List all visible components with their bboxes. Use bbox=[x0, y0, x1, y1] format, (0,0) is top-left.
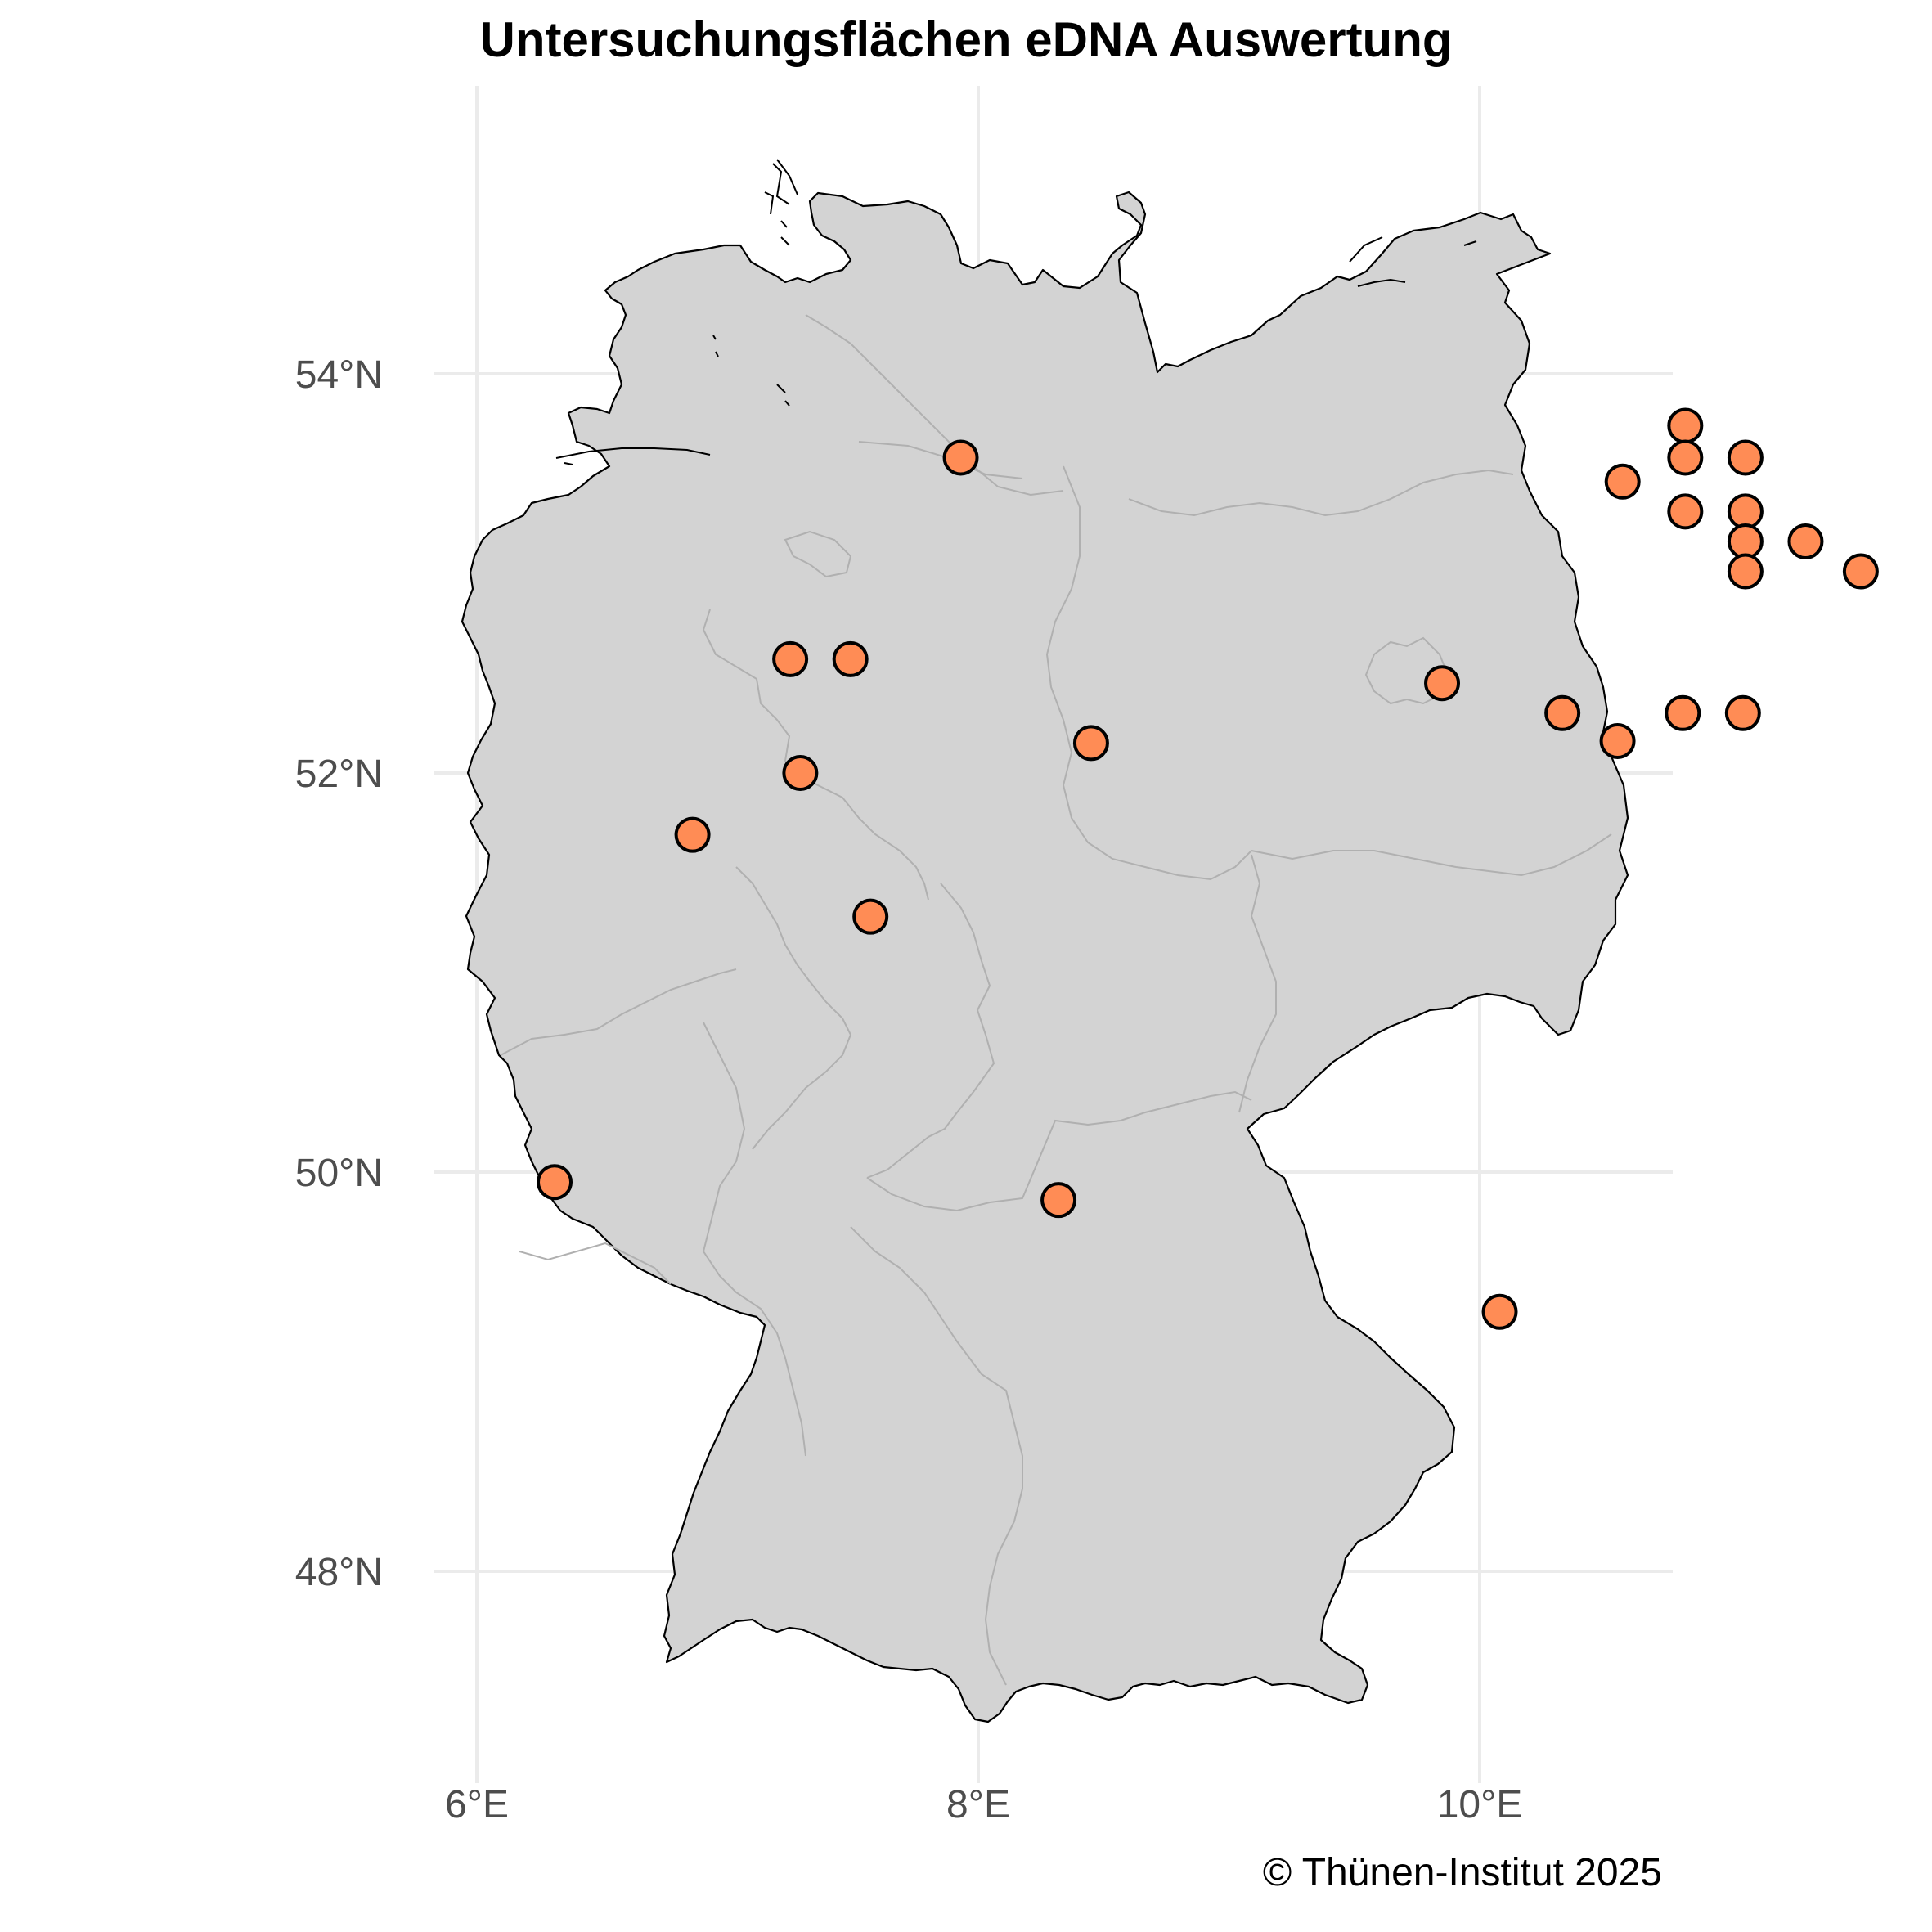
border-mv-brandenburg bbox=[1128, 469, 1514, 517]
sample-site-point bbox=[772, 640, 809, 677]
sample-site-point bbox=[1787, 523, 1824, 559]
sample-site-point bbox=[942, 439, 979, 476]
sample-site-point bbox=[1727, 553, 1764, 590]
sample-site-point bbox=[1665, 694, 1701, 731]
x-tick-label: 10°E bbox=[1437, 1783, 1523, 1826]
islands bbox=[555, 159, 1477, 465]
x-axis-ticks: 6°E8°E10°E12°E14°E bbox=[445, 1783, 1523, 1826]
sample-site-point bbox=[1599, 722, 1636, 759]
sample-site-point bbox=[1424, 665, 1461, 702]
map-title: Untersuchungsflächen eDNA Auswertung bbox=[479, 12, 1453, 67]
copyright-credit: © Thünen-Institut 2025 bbox=[1262, 1851, 1662, 1894]
sample-site-point bbox=[1667, 407, 1704, 444]
sample-site-point bbox=[1667, 493, 1704, 530]
germany-outline bbox=[461, 191, 1629, 1723]
border-rheinland-saarland bbox=[519, 1242, 672, 1285]
sample-site-point bbox=[1544, 694, 1581, 731]
germany-map bbox=[461, 159, 1629, 1723]
border-hessen-thueringen bbox=[866, 883, 995, 1179]
sample-site-point bbox=[782, 755, 819, 791]
sample-site-point bbox=[1667, 439, 1704, 476]
sample-site-point bbox=[1604, 463, 1641, 500]
sample-site-point bbox=[1724, 694, 1761, 731]
sample-site-point bbox=[1842, 553, 1879, 590]
sample-site-point bbox=[1072, 725, 1109, 762]
sample-site-point bbox=[674, 816, 711, 853]
y-tick-label: 52°N bbox=[295, 753, 383, 796]
border-rheinland-hessen-bw bbox=[702, 1022, 806, 1457]
y-tick-label: 50°N bbox=[295, 1152, 383, 1195]
sample-site-point bbox=[1727, 493, 1764, 530]
y-tick-label: 48°N bbox=[295, 1551, 383, 1594]
border-nrw-rheinland bbox=[500, 968, 737, 1056]
y-tick-label: 54°N bbox=[295, 353, 383, 397]
sample-site-point bbox=[1727, 439, 1764, 476]
border-bw-bayern bbox=[850, 1226, 1023, 1686]
sample-site-point bbox=[537, 1164, 573, 1201]
border-thueringen-bayern bbox=[866, 1090, 1252, 1212]
river-elbe bbox=[805, 314, 1064, 496]
border-nrw-hessen bbox=[735, 866, 852, 1150]
x-tick-label: 6°E bbox=[445, 1783, 509, 1826]
border-bremen bbox=[784, 530, 852, 578]
sample-site-point bbox=[832, 640, 869, 677]
border-sachsen-anhalt bbox=[1045, 465, 1252, 881]
border-brandenburg-sachsen bbox=[1251, 833, 1612, 877]
border-sachsen-thueringen bbox=[1238, 854, 1277, 1113]
sample-site-point bbox=[1727, 523, 1764, 559]
sample-site-point bbox=[1481, 1293, 1518, 1330]
sample-sites bbox=[537, 407, 1879, 1330]
x-tick-label: 8°E bbox=[946, 1783, 1010, 1826]
sample-site-point bbox=[852, 898, 889, 935]
y-axis-ticks: 48°N 50°N 52°N 54°N bbox=[295, 353, 383, 1594]
sample-site-point bbox=[1040, 1182, 1077, 1219]
